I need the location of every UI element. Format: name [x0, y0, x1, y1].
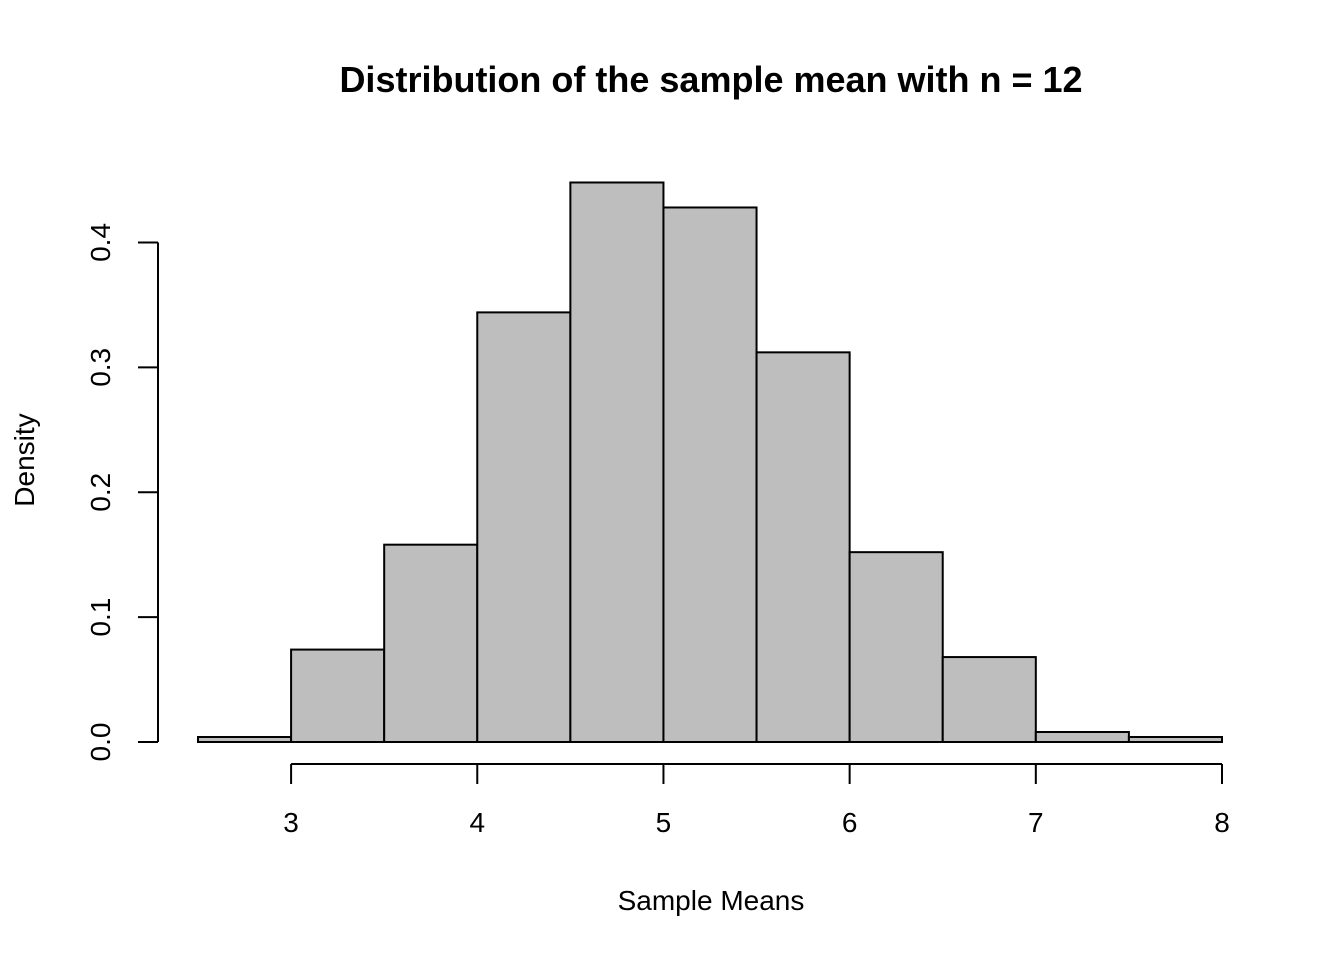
histogram-bar — [197, 736, 293, 744]
y-tick-label: 0.1 — [85, 598, 116, 637]
x-tick-label: 4 — [469, 807, 485, 838]
y-tick-label: 0.3 — [85, 348, 116, 387]
x-tick-label: 8 — [1214, 807, 1230, 838]
histogram-bar — [383, 543, 479, 743]
x-axis-label: Sample Means — [618, 885, 805, 916]
y-tick-label: 0.4 — [85, 223, 116, 262]
histogram-bar — [569, 181, 665, 743]
histogram-bar — [1127, 736, 1223, 744]
histogram-bar — [941, 656, 1037, 744]
x-axis: 3 4 5 6 7 8 — [283, 763, 1230, 838]
x-tick-label: 3 — [283, 807, 299, 838]
y-tick-label: 0.0 — [85, 723, 116, 762]
x-tick-label: 7 — [1028, 807, 1044, 838]
bars-group — [197, 181, 1223, 744]
histogram-bar — [662, 206, 758, 743]
y-axis-label: Density — [9, 413, 40, 506]
histogram-bar — [1034, 731, 1130, 744]
y-axis: 0.0 0.1 0.2 0.3 0.4 — [85, 223, 159, 762]
histogram-bar — [290, 648, 386, 743]
y-tick-label: 0.2 — [85, 473, 116, 512]
chart-title: Distribution of the sample mean with n =… — [339, 59, 1082, 100]
x-tick-label: 6 — [842, 807, 858, 838]
histogram-bar — [755, 351, 851, 743]
x-tick-label: 5 — [656, 807, 672, 838]
histogram-bar — [848, 551, 944, 743]
histogram-bar — [476, 311, 572, 743]
